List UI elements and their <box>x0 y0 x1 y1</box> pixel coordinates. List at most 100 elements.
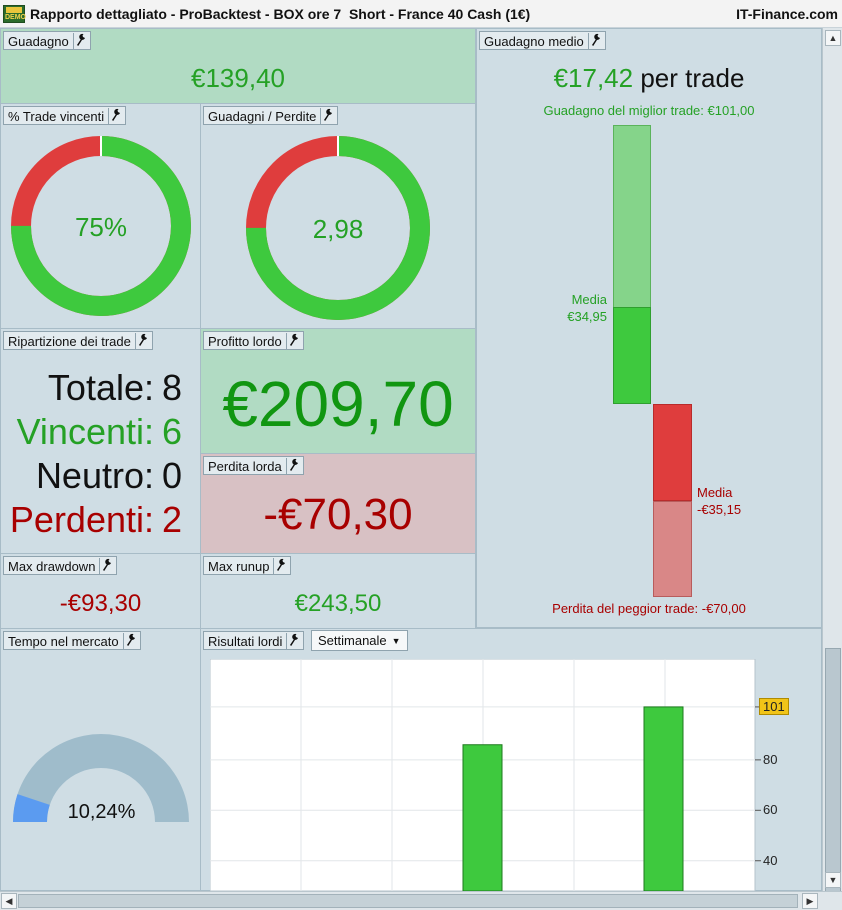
row-value: 8 <box>161 367 182 408</box>
period-dropdown[interactable]: Settimanale ▼ <box>311 630 408 651</box>
gross-results-chart <box>210 659 761 891</box>
panel-profitto-lordo: Profitto lordo €209,70 <box>200 328 476 454</box>
panel-label-text: Max runup <box>208 558 270 574</box>
y-tick-label: 60 <box>763 802 778 818</box>
wrench-icon[interactable] <box>72 33 86 49</box>
panel-label: Risultati lordi <box>203 631 305 650</box>
wrench-icon[interactable] <box>286 633 299 649</box>
wrench-icon[interactable] <box>108 108 121 124</box>
avg-loss-label: Media -€35,15 <box>697 484 741 518</box>
wrench-icon[interactable] <box>285 333 299 349</box>
panel-max-drawdown: Max drawdown -€93,30 <box>0 553 201 629</box>
row-label: Vincenti: <box>16 411 154 452</box>
gross-profit-value: €209,70 <box>222 368 454 440</box>
panel-label-text: Profitto lordo <box>208 333 282 349</box>
losing-trades-row: Perdenti: 2 <box>10 499 182 541</box>
panel-tempo-mercato: Tempo nel mercato 10,24% <box>0 628 201 891</box>
panel-label: Ripartizione dei trade <box>3 331 153 350</box>
period-dropdown-value: Settimanale <box>318 633 387 648</box>
panel-guadagni-perdite: Guadagni / Perdite 2,98 <box>200 103 476 329</box>
scroll-up-icon[interactable]: ▲ <box>825 30 841 46</box>
panel-max-runup: Max runup €243,50 <box>200 553 476 629</box>
row-label: Neutro: <box>35 455 154 496</box>
avg-loss-label-value: -€35,15 <box>697 502 742 517</box>
panel-label: % Trade vincenti <box>3 106 127 125</box>
panel-ripartizione: Ripartizione dei trade Totale: 8 Vincenti… <box>0 328 201 554</box>
panel-label-text: Tempo nel mercato <box>8 633 119 649</box>
win-rate-donut <box>11 136 191 316</box>
vertical-scrollbar[interactable]: ▲ ▼ <box>822 28 842 898</box>
wrench-icon[interactable] <box>587 33 601 49</box>
avg-win-label: Media €34,95 <box>537 291 607 325</box>
panel-label-text: Guadagni / Perdite <box>208 108 317 124</box>
title-bar: DEMO Rapporto dettagliato - ProBacktest … <box>0 0 842 28</box>
best-trade-label: Guadagno del miglior trade: €101,00 <box>543 103 755 118</box>
scroll-thumb[interactable] <box>18 894 798 908</box>
wrench-icon[interactable] <box>320 108 333 124</box>
chart-bar[interactable] <box>462 744 503 891</box>
worst-trade-bar <box>653 500 692 597</box>
profit-factor-donut <box>246 136 430 320</box>
panel-label-text: Ripartizione dei trade <box>8 333 131 349</box>
time-in-market-value: 10,24% <box>67 801 136 823</box>
max-drawdown-value: -€93,30 <box>59 590 142 617</box>
panel-label-text: % Trade vincenti <box>8 108 105 124</box>
panel-risultati-lordi: Risultati lordi Settimanale ▼ 101 80 60 … <box>200 628 822 891</box>
brand-name: IT-Finance.com <box>736 6 838 22</box>
panel-label: Tempo nel mercato <box>3 631 141 650</box>
panel-label: Guadagno <box>3 31 91 50</box>
avg-win-label-title: Media <box>571 292 607 307</box>
demo-badge-icon: DEMO <box>3 5 26 23</box>
panel-label-text: Risultati lordi <box>208 633 283 649</box>
row-label: Perdenti: <box>9 499 154 540</box>
neutral-trades-row: Neutro: 0 <box>36 455 182 497</box>
wrench-icon[interactable] <box>122 633 136 649</box>
scroll-down-icon[interactable]: ▼ <box>825 872 841 888</box>
row-label: Totale: <box>47 367 154 408</box>
gauge-track <box>13 734 189 822</box>
panel-label: Guadagni / Perdite <box>203 106 339 125</box>
avg-win-bar <box>613 307 651 404</box>
max-runup-value: €243,50 <box>294 590 382 617</box>
scroll-left-icon[interactable]: ◀ <box>1 893 17 909</box>
avg-value: €17,42 <box>553 63 634 93</box>
panel-label-text: Guadagno medio <box>484 33 584 49</box>
avg-suffix: per trade <box>640 63 745 93</box>
window-title: Rapporto dettagliato - ProBacktest - BOX… <box>30 6 531 22</box>
panel-label-text: Max drawdown <box>8 558 96 574</box>
panel-label: Guadagno medio <box>479 31 606 50</box>
horizontal-scrollbar[interactable]: ◀ ▶ <box>0 891 842 910</box>
avg-loss-bar <box>653 404 692 501</box>
chart-bar[interactable] <box>643 706 684 891</box>
worst-trade-label: Perdita del peggior trade: -€70,00 <box>552 601 746 616</box>
panel-perdita-lorda: Perdita lorda -€70,30 <box>200 453 476 554</box>
winning-trades-row: Vincenti: 6 <box>17 411 182 453</box>
scroll-thumb[interactable] <box>825 648 841 898</box>
scroll-right-icon[interactable]: ▶ <box>802 893 818 909</box>
row-value: 6 <box>161 411 182 452</box>
panel-label: Max drawdown <box>3 556 118 575</box>
max-value-badge: 101 <box>759 697 789 715</box>
wrench-icon[interactable] <box>273 558 286 574</box>
total-trades-row: Totale: 8 <box>48 367 182 409</box>
panel-label: Profitto lordo <box>203 331 304 350</box>
chevron-down-icon: ▼ <box>391 635 401 646</box>
wrench-icon[interactable] <box>99 558 112 574</box>
wrench-icon[interactable] <box>134 333 148 349</box>
gross-loss-value: -€70,30 <box>263 490 413 539</box>
row-value: 2 <box>161 499 182 540</box>
panel-label: Perdita lorda <box>203 456 304 475</box>
profit-factor-value: 2,98 <box>312 214 364 244</box>
panel-guadagno: Guadagno €139,40 <box>0 28 476 104</box>
panel-trade-vincenti: % Trade vincenti 75% <box>0 103 201 329</box>
row-value: 0 <box>161 455 182 496</box>
panel-label-text: Perdita lorda <box>208 458 282 474</box>
y-tick-label: 40 <box>763 852 778 868</box>
avg-per-trade: €17,42 per trade <box>477 63 821 94</box>
wrench-icon[interactable] <box>285 458 299 474</box>
panel-label-text: Guadagno <box>8 33 69 49</box>
panel-label: Max runup <box>203 556 292 575</box>
time-in-market-gauge <box>13 734 189 822</box>
panel-guadagno-medio: Guadagno medio €17,42 per trade Guadagno… <box>476 28 822 628</box>
win-rate-value: 75% <box>74 212 128 242</box>
